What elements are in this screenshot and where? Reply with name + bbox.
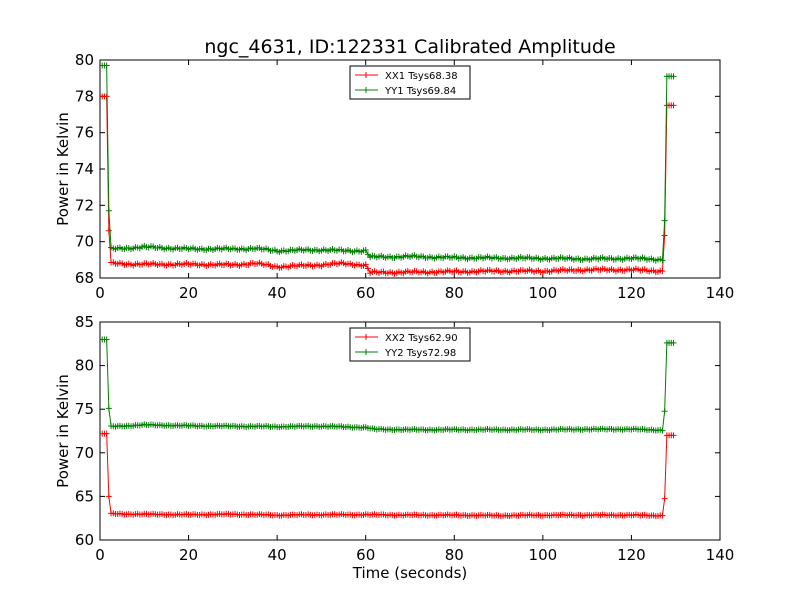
legend-label: XX1 Tsys68.38	[385, 71, 458, 82]
data-point	[105, 493, 112, 500]
data-point	[659, 257, 666, 264]
y-tick-label: 78	[75, 87, 94, 105]
data-point	[670, 432, 677, 439]
data-point	[661, 217, 668, 224]
data-point	[362, 261, 369, 268]
x-tick-label: 120	[617, 546, 646, 564]
x-tick-label: 120	[617, 284, 646, 302]
y-tick-label: 65	[75, 487, 94, 505]
legend-label: XX2 Tsys62.90	[385, 333, 458, 344]
data-point	[103, 336, 110, 343]
data-point	[670, 73, 677, 80]
y-axis-label: Power in Kelvin	[54, 374, 72, 488]
series-2	[99, 62, 677, 264]
y-tick-label: 60	[75, 531, 94, 549]
x-tick-label: 20	[179, 284, 198, 302]
y-tick-label: 72	[75, 196, 94, 214]
y-tick-label: 85	[75, 313, 94, 331]
x-tick-label: 100	[529, 284, 558, 302]
y-tick-label: 70	[75, 233, 94, 251]
data-point	[661, 495, 668, 502]
x-tick-label: 100	[529, 546, 558, 564]
legend-label: YY1 Tsys69.84	[384, 86, 456, 97]
legend: XX1 Tsys68.38 YY1 Tsys69.84	[349, 65, 471, 100]
data-point	[661, 408, 668, 415]
x-tick-label: 40	[268, 546, 287, 564]
data-point	[661, 232, 668, 239]
data-point	[105, 227, 112, 234]
x-tick-label: 80	[445, 284, 464, 302]
y-tick-label: 80	[75, 51, 94, 69]
data-point	[103, 62, 110, 69]
y-tick-label: 76	[75, 124, 94, 142]
data-point	[659, 512, 666, 519]
data-point	[103, 430, 110, 437]
legend-box	[349, 327, 471, 362]
x-tick-label: 0	[95, 546, 105, 564]
series-1	[99, 430, 677, 520]
y-tick-label: 74	[75, 160, 94, 178]
x-tick-label: 60	[356, 284, 375, 302]
chart-1: 0 20 40 60 80 100 120 140 68 70 72 74 76 78 80 Power in…	[54, 51, 734, 302]
legend-marker	[363, 334, 369, 340]
y-tick-label: 68	[75, 269, 94, 287]
x-axis-label: Time (seconds)	[352, 564, 468, 582]
x-tick-label: 140	[706, 284, 735, 302]
y-axis-label: Power in Kelvin	[54, 112, 72, 226]
data-point	[670, 339, 677, 346]
y-tick-label: 80	[75, 357, 94, 375]
data-point	[105, 405, 112, 412]
figure-title: ngc_4631, ID:122331 Calibrated Amplitude	[204, 36, 615, 58]
data-point	[362, 247, 369, 254]
series-1	[99, 93, 677, 277]
series-2	[99, 336, 677, 434]
x-tick-label: 0	[95, 284, 105, 302]
y-tick-label: 70	[75, 444, 94, 462]
legend-marker	[363, 72, 369, 78]
x-tick-label: 80	[445, 546, 464, 564]
legend-box	[349, 65, 471, 100]
legend-marker	[363, 349, 369, 355]
data-point	[659, 427, 666, 434]
x-tick-label: 40	[268, 284, 287, 302]
legend-marker	[363, 87, 369, 93]
data-point	[105, 207, 112, 214]
data-point	[364, 265, 371, 272]
chart-2: 0 20 40 60 80 100 120 140 60 65 70 75 80 85 Power in K…	[54, 313, 734, 582]
data-point	[670, 102, 677, 109]
x-tick-label: 140	[706, 546, 735, 564]
legend-label: YY2 Tsys72.98	[384, 348, 456, 359]
legend: XX2 Tsys62.90 YY2 Tsys72.98	[349, 327, 471, 362]
x-tick-label: 60	[356, 546, 375, 564]
data-point	[659, 268, 666, 275]
x-tick-label: 20	[179, 546, 198, 564]
y-tick-label: 75	[75, 400, 94, 418]
